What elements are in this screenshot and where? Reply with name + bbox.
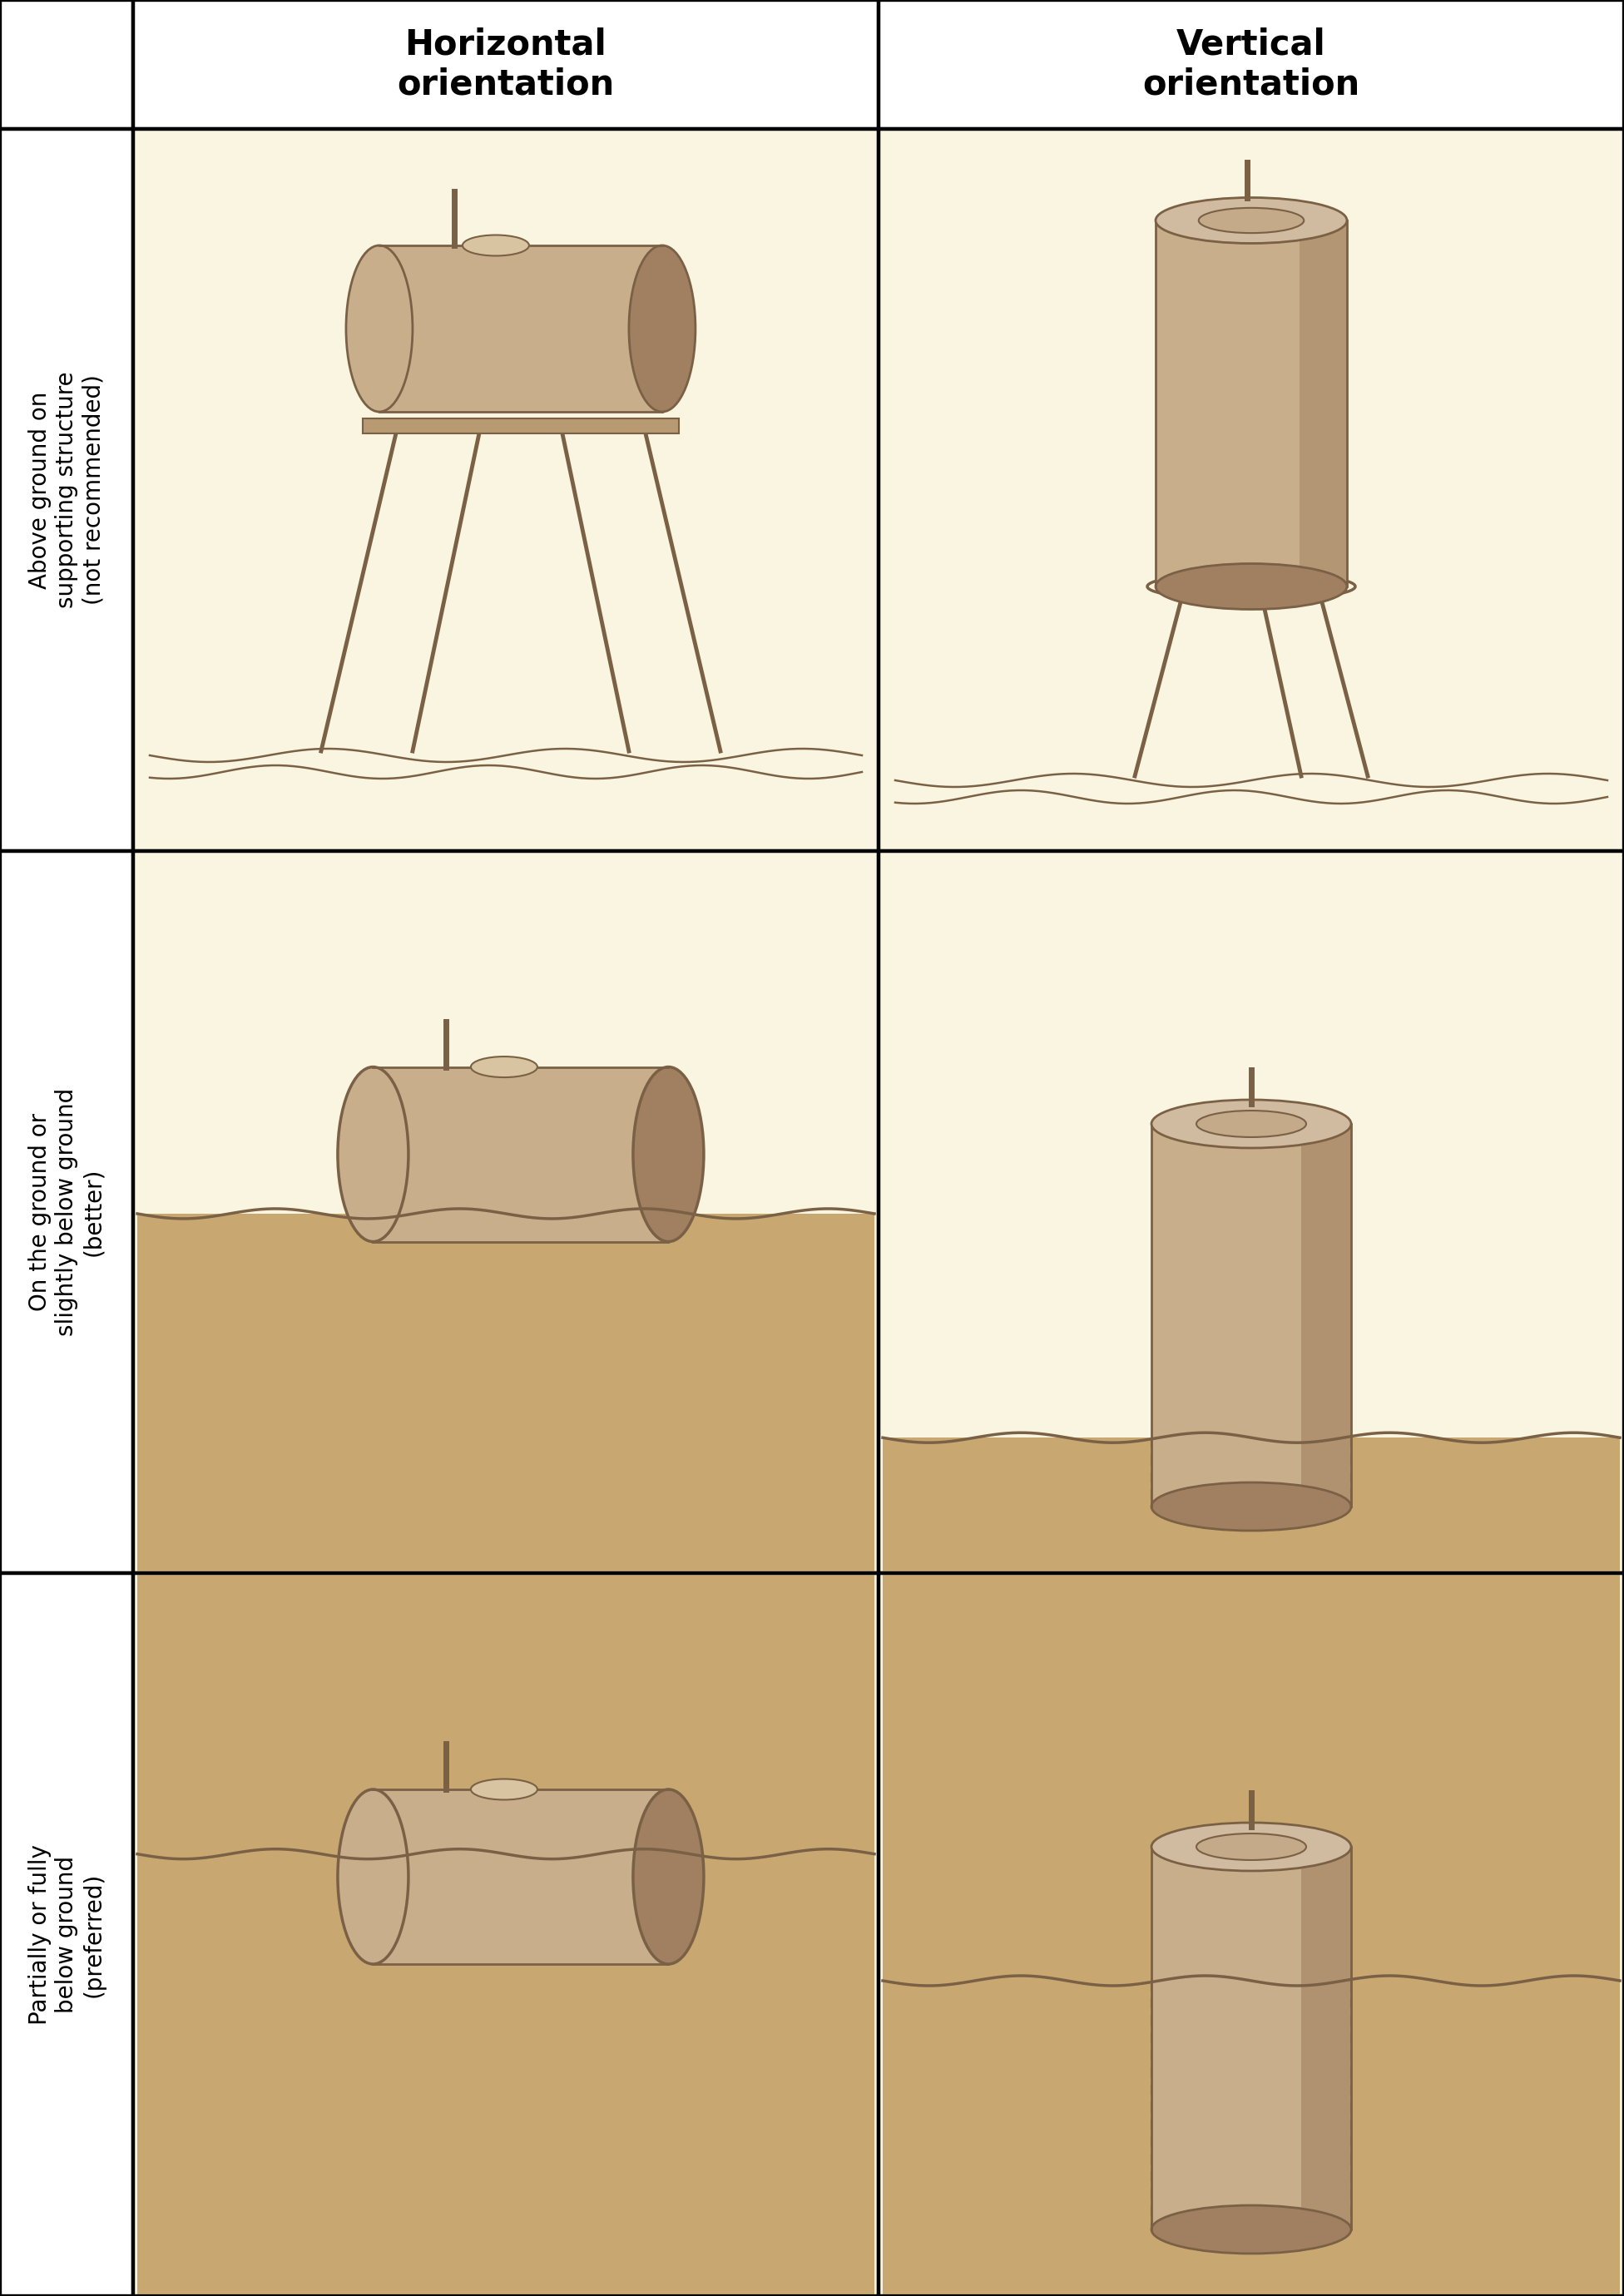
Bar <box>879 852 1624 1573</box>
Ellipse shape <box>346 246 412 411</box>
Text: Above ground on
supporting structure
(not recommended): Above ground on supporting structure (no… <box>28 372 106 608</box>
Bar <box>133 129 879 852</box>
Bar <box>0 852 133 1573</box>
Ellipse shape <box>1151 1823 1351 1871</box>
Bar <box>133 852 879 1573</box>
Bar <box>380 246 663 411</box>
Bar <box>0 0 133 129</box>
Bar <box>133 0 879 129</box>
Bar <box>1151 1123 1351 1506</box>
Bar <box>133 129 879 852</box>
Text: Horizontal
orientation: Horizontal orientation <box>398 28 614 101</box>
Bar <box>1151 1846 1351 2229</box>
Ellipse shape <box>463 234 529 255</box>
Ellipse shape <box>633 1068 703 1242</box>
Ellipse shape <box>1156 563 1346 608</box>
Bar <box>0 129 133 852</box>
Bar <box>374 1789 669 1963</box>
Bar <box>0 1573 133 2296</box>
Ellipse shape <box>471 1056 538 1077</box>
Ellipse shape <box>1151 1100 1351 1148</box>
Ellipse shape <box>1151 1483 1351 1531</box>
Ellipse shape <box>1199 209 1304 232</box>
Ellipse shape <box>633 1789 703 1963</box>
Bar <box>133 0 879 129</box>
Bar <box>1299 220 1346 585</box>
Ellipse shape <box>1156 197 1346 243</box>
Bar <box>0 0 133 129</box>
Ellipse shape <box>1197 1111 1306 1137</box>
Ellipse shape <box>1197 1835 1306 1860</box>
Bar <box>138 1853 874 2296</box>
Bar <box>879 1573 1624 2296</box>
Ellipse shape <box>338 1789 408 1963</box>
Bar <box>0 852 133 1573</box>
Bar <box>879 1573 1624 2296</box>
Bar <box>0 129 133 852</box>
Bar <box>138 1215 874 1936</box>
Bar <box>879 129 1624 852</box>
Bar <box>883 1981 1619 2296</box>
Bar <box>374 1068 669 1242</box>
Bar <box>1156 220 1346 585</box>
Ellipse shape <box>471 1779 538 1800</box>
Ellipse shape <box>1151 2206 1351 2255</box>
Bar <box>883 1437 1619 2161</box>
Text: Partially or fully
below ground
(preferred): Partially or fully below ground (preferr… <box>28 1844 106 2025</box>
Bar <box>879 129 1624 852</box>
Bar <box>1301 1846 1351 2229</box>
Bar <box>133 852 879 1573</box>
Text: On the ground or
slightly below ground
(better): On the ground or slightly below ground (… <box>28 1088 106 1336</box>
Bar <box>879 852 1624 1573</box>
Ellipse shape <box>338 1068 408 1242</box>
Bar <box>1301 1123 1351 1506</box>
Text: Vertical
orientation: Vertical orientation <box>1143 28 1359 101</box>
Bar <box>879 0 1624 129</box>
Bar <box>879 0 1624 129</box>
Bar <box>133 1573 879 2296</box>
Bar <box>0 1573 133 2296</box>
Bar <box>133 1573 879 2296</box>
Bar <box>362 418 679 434</box>
Ellipse shape <box>628 246 695 411</box>
